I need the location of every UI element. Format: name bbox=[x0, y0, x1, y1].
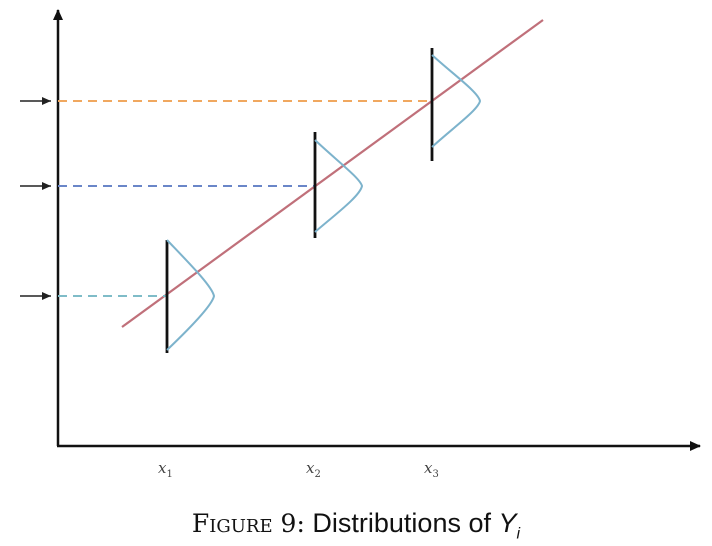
distribution-curve-x2 bbox=[314, 139, 364, 233]
x-label-1: x1 bbox=[158, 459, 173, 480]
x-label-2: x2 bbox=[306, 459, 321, 480]
distribution-curve-x1 bbox=[166, 239, 216, 351]
caption-variable: Y bbox=[498, 508, 517, 538]
distribution-curve-x3 bbox=[431, 54, 482, 148]
x-label-3: x3 bbox=[424, 459, 439, 480]
caption-text: Distributions of bbox=[312, 508, 491, 538]
caption-prefix: Figure 9: bbox=[191, 509, 305, 538]
caption-subscript: i bbox=[516, 525, 521, 543]
regression-line bbox=[121, 19, 544, 328]
figure-caption: Figure 9: Distributions of Yi bbox=[0, 508, 712, 543]
